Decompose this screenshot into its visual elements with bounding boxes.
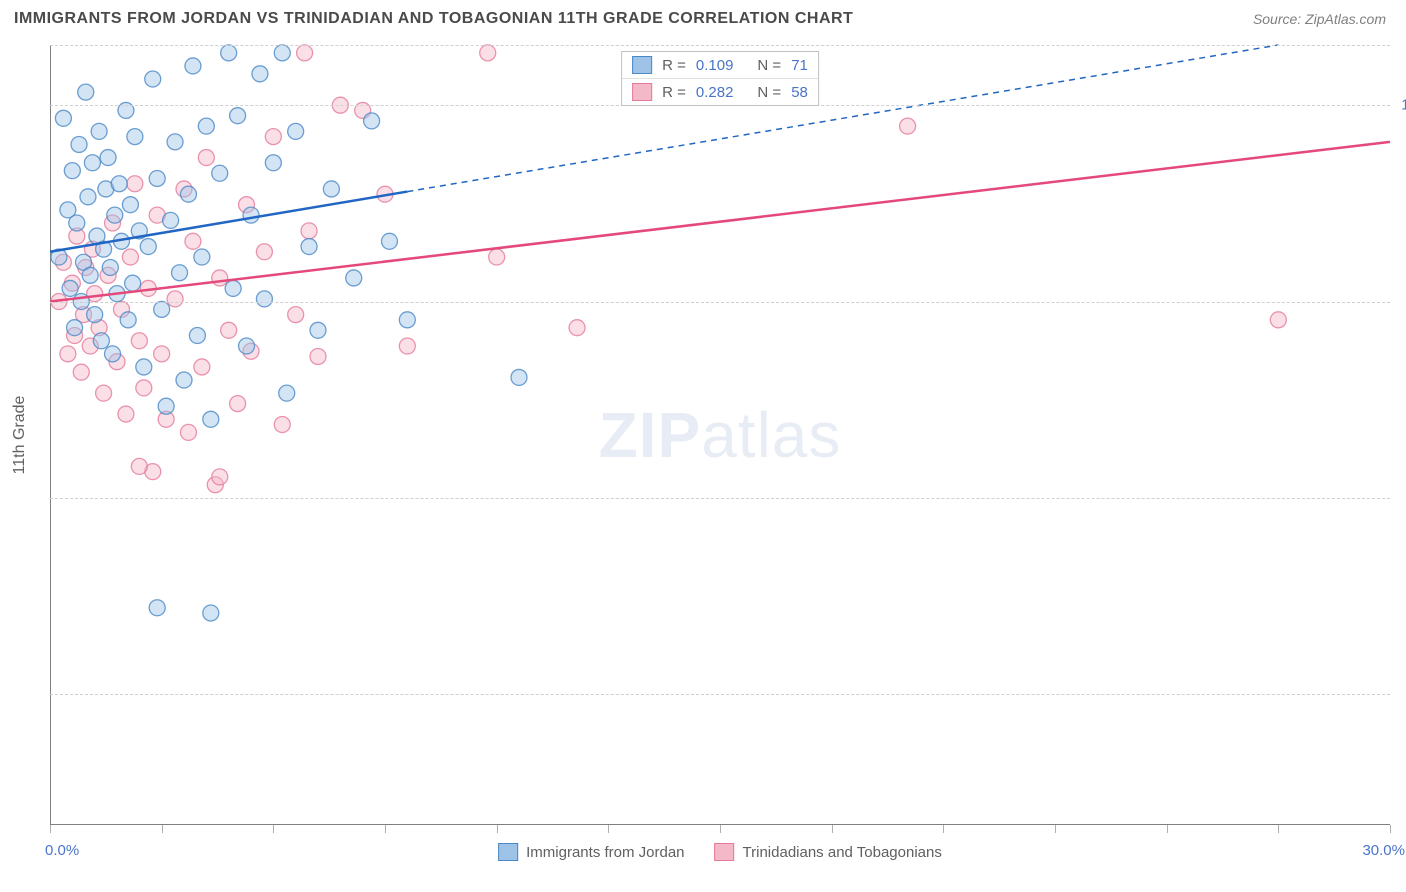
plot-region: ZIPatlas 77.5%85.0%92.5%100.0%	[50, 45, 1390, 825]
x-axis-min-label: 0.0%	[45, 842, 79, 859]
correlation-legend: R = 0.109 N = 71 R = 0.282 N = 58	[621, 51, 819, 106]
x-axis-max-label: 30.0%	[1362, 842, 1405, 859]
legend-item-1: Immigrants from Jordan	[498, 843, 684, 861]
chart-source: Source: ZipAtlas.com	[1253, 11, 1386, 27]
plot-svg	[50, 45, 1390, 825]
y-axis-label: 11th Grade	[11, 396, 29, 475]
series-legend: Immigrants from Jordan Trinidadians and …	[498, 843, 942, 861]
legend-swatch-2b	[715, 843, 735, 861]
chart-title: IMMIGRANTS FROM JORDAN VS TRINIDADIAN AN…	[14, 10, 853, 28]
legend-row-series-2: R = 0.282 N = 58	[622, 78, 818, 105]
chart-area: 11th Grade ZIPatlas 77.5%85.0%92.5%100.0…	[50, 45, 1390, 825]
legend-row-series-1: R = 0.109 N = 71	[622, 52, 818, 78]
y-tick-label: 100.0%	[1401, 97, 1406, 114]
legend-swatch-1b	[498, 843, 518, 861]
legend-swatch-1	[632, 56, 652, 74]
legend-swatch-2	[632, 83, 652, 101]
chart-header: IMMIGRANTS FROM JORDAN VS TRINIDADIAN AN…	[0, 0, 1406, 33]
legend-item-2: Trinidadians and Tobagonians	[715, 843, 942, 861]
